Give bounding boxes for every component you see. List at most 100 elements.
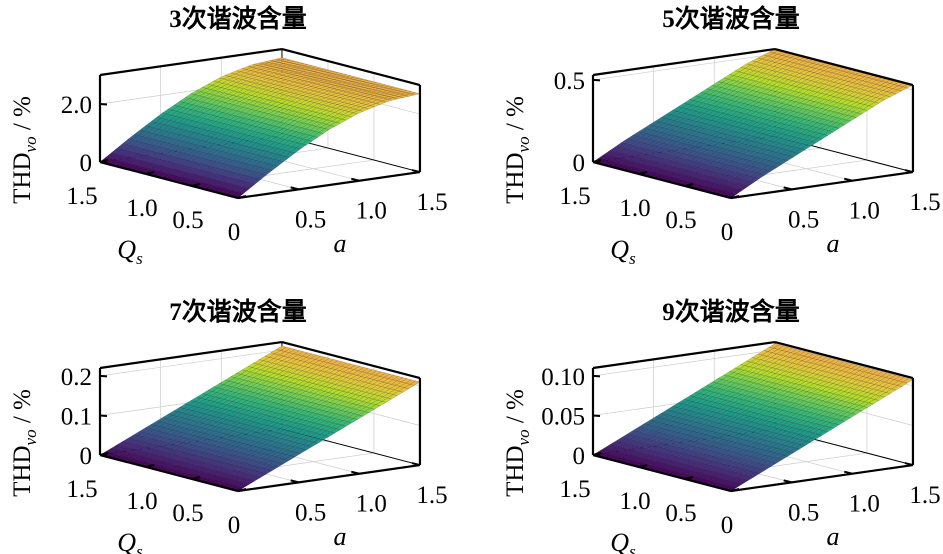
surface-patch — [253, 97, 265, 103]
a-tick-label: 0.5 — [295, 206, 326, 233]
a-axis-label: a — [334, 229, 347, 258]
qs-tick — [145, 171, 155, 175]
a-axis-label: a — [827, 522, 840, 551]
a-tick — [904, 462, 914, 467]
a-tick-label: 1.0 — [849, 491, 880, 518]
qs-axis-label: Qs — [610, 235, 636, 268]
surface — [99, 345, 421, 492]
surface-plot-3: 7次谐波含量 0 0.1 0.2 0 0.5 1.0 1.5 0.5 1.0 1.5 Qs a THDvo… — [9, 297, 448, 554]
qs-tick-label: 0 — [721, 512, 734, 539]
z-tick-label: 0.2 — [61, 364, 92, 391]
a-tick-label: 0.5 — [295, 499, 326, 526]
qs-tick-label: 1.0 — [126, 488, 157, 515]
qs-axis — [99, 160, 239, 200]
z-tick-label: 0.10 — [541, 364, 585, 391]
z-tick-label: 0.1 — [61, 403, 92, 430]
a-tick-label: 1.0 — [356, 491, 387, 518]
qs-tick-label: 0.5 — [172, 207, 203, 234]
qs-tick — [99, 159, 109, 163]
surface-plot-1: 3次谐波含量 0 2.0 0 0.5 1.0 1.5 0.5 1.0 1.5 Qs a THDvo / … — [9, 4, 448, 268]
a-tick-label: 1.0 — [356, 198, 387, 225]
surface-patch — [293, 62, 304, 65]
z-label-unit: / % — [9, 96, 36, 136]
qs-label-sub: s — [136, 249, 143, 268]
z-axis-label: THDvo / % — [502, 389, 533, 497]
z-tick — [592, 414, 601, 417]
qs-tick-label: 1.0 — [619, 488, 650, 515]
qs-tick-label: 1.5 — [66, 476, 97, 503]
z-tick-label: 0 — [80, 443, 93, 470]
a-tick — [290, 479, 299, 484]
a-axis-label: a — [334, 522, 347, 551]
z-label-main: THD — [502, 152, 529, 203]
z-label-sub: vo — [514, 136, 533, 152]
qs-label-sub: s — [629, 249, 636, 268]
qs-tick-label: 1.0 — [619, 195, 650, 222]
a-tick-label: 0.5 — [788, 499, 819, 526]
chart-title: 5次谐波含量 — [662, 4, 800, 33]
z-tick — [99, 374, 108, 378]
a-tick — [351, 470, 360, 475]
chart-title: 9次谐波含量 — [662, 297, 800, 326]
qs-tick-label: 0 — [721, 219, 734, 246]
z-label-main: THD — [502, 445, 529, 496]
z-label-unit: / % — [502, 96, 529, 136]
a-tick — [351, 177, 360, 182]
a-tick — [783, 186, 792, 191]
z-label-sub: vo — [21, 136, 40, 152]
a-tick-label: 1.5 — [909, 482, 940, 509]
surface-patch — [745, 60, 758, 66]
a-tick — [290, 186, 299, 191]
surface-patch — [251, 76, 263, 81]
z-label-unit: / % — [502, 389, 529, 429]
z-tick-label: 0 — [573, 150, 586, 177]
a-tick-label: 1.5 — [416, 482, 447, 509]
z-tick-label: 0 — [80, 150, 93, 177]
qs-label-main: Q — [610, 528, 629, 554]
z-label-main: THD — [9, 152, 36, 203]
a-tick — [411, 169, 421, 174]
a-axis-label: a — [827, 229, 840, 258]
qs-axis-label: Qs — [117, 235, 143, 268]
z-tick-label: 2.0 — [61, 92, 92, 119]
surface-patch — [778, 60, 791, 65]
z-tick — [99, 103, 108, 106]
z-tick — [592, 78, 601, 82]
surface-plot-4: 9次谐波含量 0 0.05 0.10 0 0.5 1.0 1.5 0.5 1.0 1.5 Qs a THD… — [502, 297, 941, 554]
z-label-sub: vo — [21, 429, 40, 445]
box-edge — [99, 47, 283, 77]
z-gridline — [592, 53, 775, 81]
qs-tick-label: 0.5 — [665, 207, 696, 234]
box-edge — [281, 47, 421, 87]
a-tick — [844, 177, 853, 182]
qs-label-sub: s — [136, 542, 143, 554]
z-tick — [99, 414, 108, 417]
a-tick — [904, 169, 914, 174]
surface-patch — [797, 60, 809, 66]
chart-title: 3次谐波含量 — [169, 4, 307, 33]
surface — [99, 57, 421, 199]
z-axis-label: THDvo / % — [9, 96, 40, 204]
qs-label-sub: s — [629, 542, 636, 554]
qs-tick — [191, 183, 201, 187]
z-label-sub: vo — [514, 429, 533, 445]
qs-tick-label: 1.5 — [66, 183, 97, 210]
z-label-main: THD — [9, 445, 36, 496]
qs-tick — [237, 195, 247, 199]
surface-patch — [252, 149, 264, 156]
z-tick-label: 0.5 — [554, 68, 585, 95]
qs-tick-label: 0.5 — [172, 500, 203, 527]
qs-tick-label: 1.0 — [126, 195, 157, 222]
a-tick-label: 1.0 — [849, 198, 880, 225]
qs-label-main: Q — [117, 235, 136, 264]
qs-tick-label: 0.5 — [665, 500, 696, 527]
a-tick-label: 1.5 — [909, 189, 940, 216]
a-tick — [411, 462, 421, 467]
surface-plot-2: 5次谐波含量 0 0.5 0 0.5 1.0 1.5 0.5 1.0 1.5 Qs a THDvo / … — [502, 4, 941, 268]
qs-axis-label: Qs — [610, 528, 636, 554]
a-tick — [783, 479, 792, 484]
z-axis-label: THDvo / % — [9, 389, 40, 497]
qs-tick-label: 0 — [228, 512, 241, 539]
z-tick-label: 0.05 — [541, 403, 585, 430]
